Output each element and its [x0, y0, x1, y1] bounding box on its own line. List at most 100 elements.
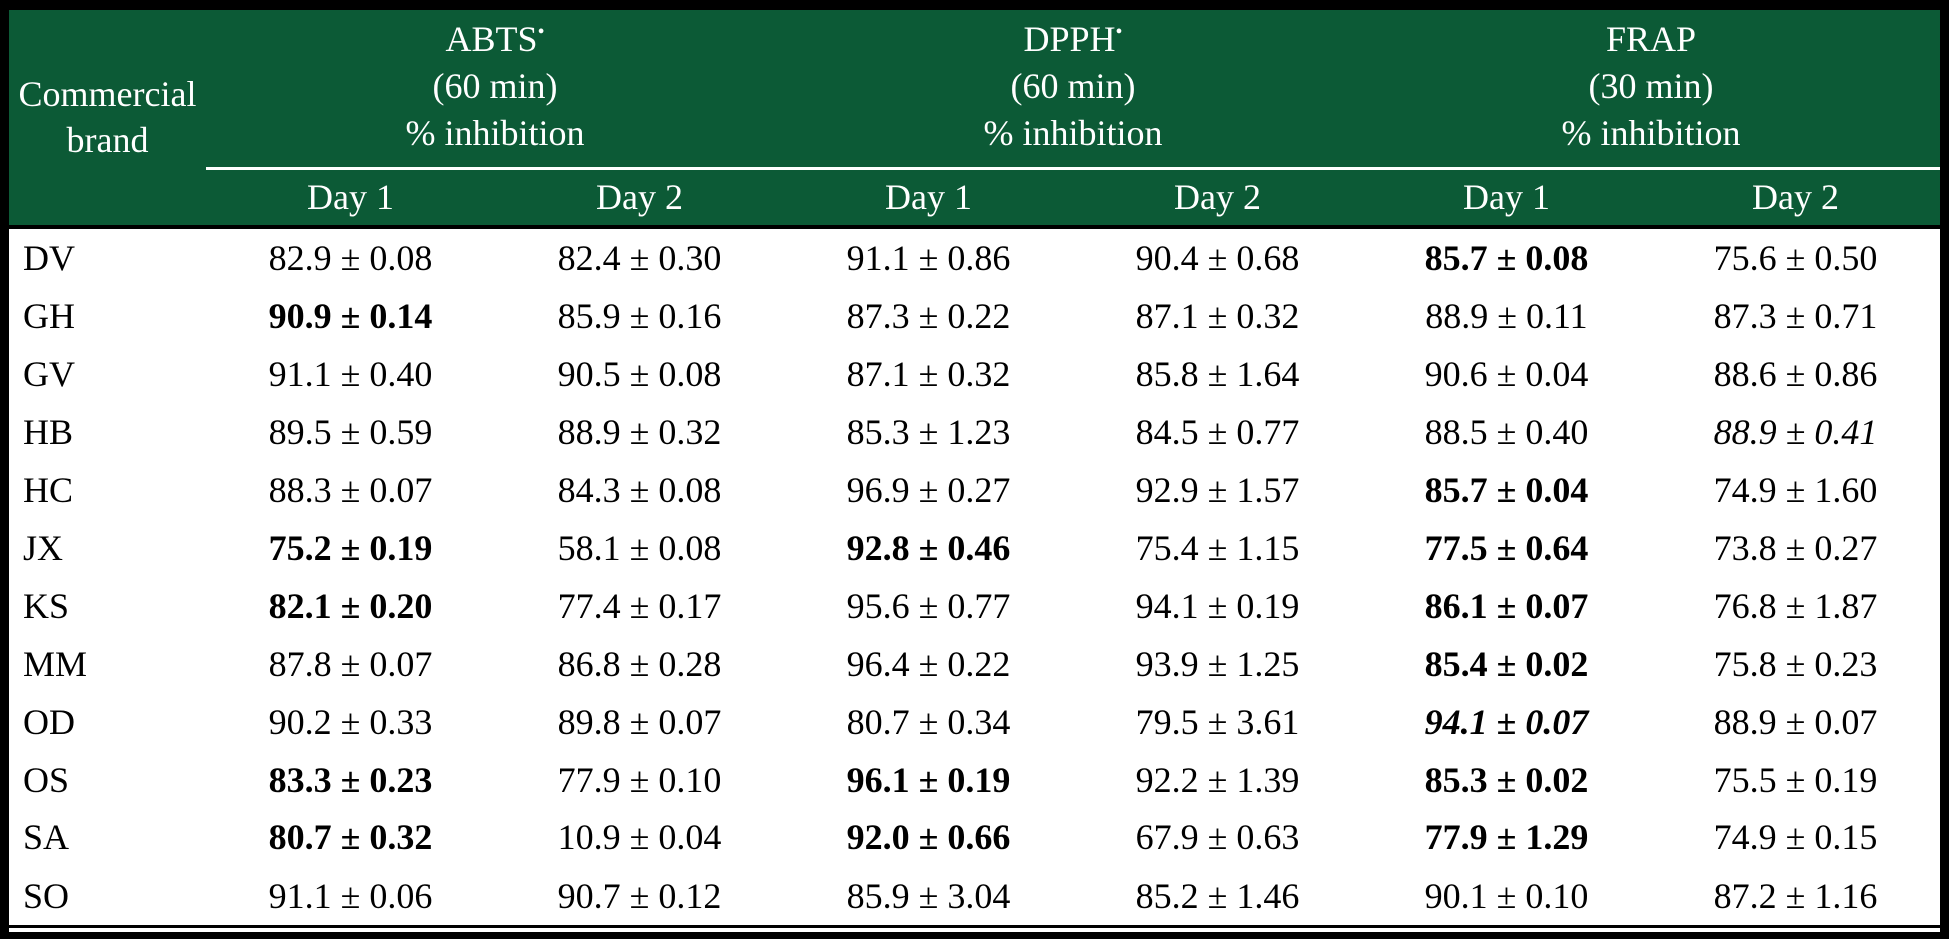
value-cell: 90.2 ± 0.33 — [268, 701, 433, 742]
value-cell: 85.3 ± 0.02 — [1424, 759, 1589, 800]
brand-label: SA — [23, 817, 70, 858]
value-cell: 94.1 ± 0.19 — [1135, 585, 1300, 626]
value-cell: 90.1 ± 0.10 — [1361, 866, 1651, 929]
value-cell: 80.7 ± 0.34 — [846, 701, 1011, 742]
assay-time: (60 min) — [1010, 66, 1136, 106]
value-cell: 82.4 ± 0.30 — [557, 237, 722, 278]
corner-line2: brand — [66, 120, 149, 161]
brand-label: HB — [23, 411, 74, 452]
value-cell: 75.5 ± 0.19 — [1713, 759, 1878, 800]
value-cell: 73.8 ± 0.27 — [1713, 527, 1878, 568]
value-cell: 88.9 ± 0.11 — [1425, 296, 1588, 337]
value-cell: 92.2 ± 1.39 — [1135, 759, 1300, 800]
brand-label: SO — [9, 866, 207, 929]
value-cell: 85.7 ± 0.08 — [1424, 237, 1589, 278]
table-row: OD 90.2 ± 0.33 89.8 ± 0.07 80.7 ± 0.34 79.5 … — [9, 693, 1940, 751]
value-cell: 76.8 ± 1.87 — [1713, 585, 1878, 626]
brand-label: JX — [23, 527, 64, 568]
value-cell: 88.9 ± 0.07 — [1713, 701, 1878, 742]
value-cell: 85.2 ± 1.46 — [1072, 866, 1362, 929]
group-header-abts: ABTS• (60 min) % inhibition — [206, 10, 784, 170]
value-cell: 79.5 ± 3.61 — [1135, 701, 1300, 742]
value-cell: 88.9 ± 0.32 — [557, 411, 722, 452]
table-row: HC 88.3 ± 0.07 84.3 ± 0.08 96.9 ± 0.27 92.9 … — [9, 461, 1940, 519]
brand-label: OS — [23, 759, 70, 800]
table-header: Commercial brand ABTS• (60 min) % inhibi… — [9, 10, 1940, 227]
value-cell: 85.3 ± 1.23 — [846, 411, 1011, 452]
value-cell: 87.3 ± 0.71 — [1713, 296, 1878, 337]
table-row: DV 82.9 ± 0.08 82.4 ± 0.30 91.1 ± 0.86 90.4 … — [9, 227, 1940, 288]
table-row: GV 91.1 ± 0.40 90.5 ± 0.08 87.1 ± 0.32 85.8 … — [9, 345, 1940, 403]
value-cell: 77.5 ± 0.64 — [1424, 527, 1589, 568]
value-cell: 85.9 ± 3.04 — [784, 866, 1073, 929]
value-cell: 96.1 ± 0.19 — [846, 759, 1011, 800]
radical-dot-icon: • — [1115, 21, 1123, 43]
table-row: JX 75.2 ± 0.19 58.1 ± 0.08 92.8 ± 0.46 75.4 … — [9, 519, 1940, 577]
value-cell: 85.8 ± 1.64 — [1135, 354, 1300, 395]
assay-time: (60 min) — [432, 66, 558, 106]
value-cell: 91.1 ± 0.86 — [846, 237, 1011, 278]
value-cell: 93.9 ± 1.25 — [1135, 643, 1300, 684]
value-cell: 77.9 ± 0.10 — [557, 759, 722, 800]
corner-header-commercial-brand: Commercial brand — [9, 10, 207, 227]
table-row: HB 89.5 ± 0.59 88.9 ± 0.32 85.3 ± 1.23 84.5 … — [9, 403, 1940, 461]
value-cell: 91.1 ± 0.06 — [206, 866, 496, 929]
brand-label: HC — [23, 469, 74, 510]
group-header-dpph: DPPH• (60 min) % inhibition — [784, 10, 1362, 170]
value-cell: 88.3 ± 0.07 — [268, 469, 433, 510]
group-header-frap: FRAP (30 min) % inhibition — [1361, 10, 1940, 170]
assay-name-dpph: DPPH• — [784, 16, 1362, 63]
value-cell: 95.6 ± 0.77 — [846, 585, 1011, 626]
value-cell: 96.4 ± 0.22 — [846, 643, 1011, 684]
day-header: Day 2 — [1650, 168, 1940, 227]
value-cell: 90.4 ± 0.68 — [1135, 237, 1300, 278]
value-cell: 87.3 ± 0.22 — [846, 296, 1011, 337]
value-cell: 88.6 ± 0.86 — [1713, 354, 1878, 395]
group-header-row: Commercial brand ABTS• (60 min) % inhibi… — [9, 10, 1940, 227]
value-cell: 90.7 ± 0.12 — [495, 866, 784, 929]
value-cell: 75.2 ± 0.19 — [268, 527, 433, 568]
value-cell: 96.9 ± 0.27 — [846, 469, 1011, 510]
value-cell: 87.8 ± 0.07 — [268, 643, 433, 684]
value-cell: 92.9 ± 1.57 — [1135, 469, 1300, 510]
value-cell: 82.9 ± 0.08 — [268, 237, 433, 278]
table-row: SA 80.7 ± 0.32 10.9 ± 0.04 92.0 ± 0.66 67.9 … — [9, 808, 1940, 866]
assay-unit: % inhibition — [983, 113, 1163, 153]
brand-label: MM — [23, 643, 88, 684]
assay-name-text: ABTS — [445, 19, 538, 59]
table-row: GH 90.9 ± 0.14 85.9 ± 0.16 87.3 ± 0.22 87.1 … — [9, 287, 1940, 345]
value-cell: 77.4 ± 0.17 — [557, 585, 722, 626]
value-cell: 90.6 ± 0.04 — [1424, 354, 1589, 395]
value-cell: 86.8 ± 0.28 — [557, 643, 722, 684]
value-cell: 84.3 ± 0.08 — [557, 469, 722, 510]
value-cell: 74.9 ± 1.60 — [1713, 469, 1878, 510]
value-cell: 87.1 ± 0.32 — [846, 354, 1011, 395]
day-header: Day 2 — [1072, 168, 1362, 227]
value-cell: 87.1 ± 0.32 — [1135, 296, 1300, 337]
value-cell: 92.8 ± 0.46 — [846, 527, 1011, 568]
assay-unit: % inhibition — [405, 113, 585, 153]
table-row: MM 87.8 ± 0.07 86.8 ± 0.28 96.4 ± 0.22 93.9 … — [9, 635, 1940, 693]
assay-name-text: FRAP — [1605, 19, 1697, 59]
value-cell: 75.8 ± 0.23 — [1713, 643, 1878, 684]
brand-label: OD — [23, 701, 75, 742]
antioxidant-assay-table: Commercial brand ABTS• (60 min) % inhibi… — [9, 10, 1940, 929]
value-cell: 58.1 ± 0.08 — [557, 527, 722, 568]
value-cell: 89.8 ± 0.07 — [557, 701, 722, 742]
day-header: Day 1 — [784, 168, 1073, 227]
table-row: KS 82.1 ± 0.20 77.4 ± 0.17 95.6 ± 0.77 94.1 … — [9, 577, 1940, 635]
value-cell: 90.9 ± 0.14 — [268, 296, 433, 337]
value-cell: 82.1 ± 0.20 — [268, 585, 433, 626]
value-cell: 85.4 ± 0.02 — [1424, 643, 1589, 684]
assay-time: (30 min) — [1588, 66, 1714, 106]
value-cell: 77.9 ± 1.29 — [1424, 817, 1589, 858]
brand-label: GH — [23, 296, 75, 337]
assay-unit: % inhibition — [1561, 113, 1741, 153]
value-cell: 91.1 ± 0.40 — [268, 354, 433, 395]
day-header: Day 2 — [495, 168, 784, 227]
table-body: DV 82.9 ± 0.08 82.4 ± 0.30 91.1 ± 0.86 90.4 … — [9, 227, 1940, 929]
assay-name-abts: ABTS• — [206, 16, 784, 63]
value-cell: 74.9 ± 0.15 — [1713, 817, 1878, 858]
day-header-row: Day 1 Day 2 Day 1 Day 2 Day 1 Day 2 — [9, 168, 1940, 227]
